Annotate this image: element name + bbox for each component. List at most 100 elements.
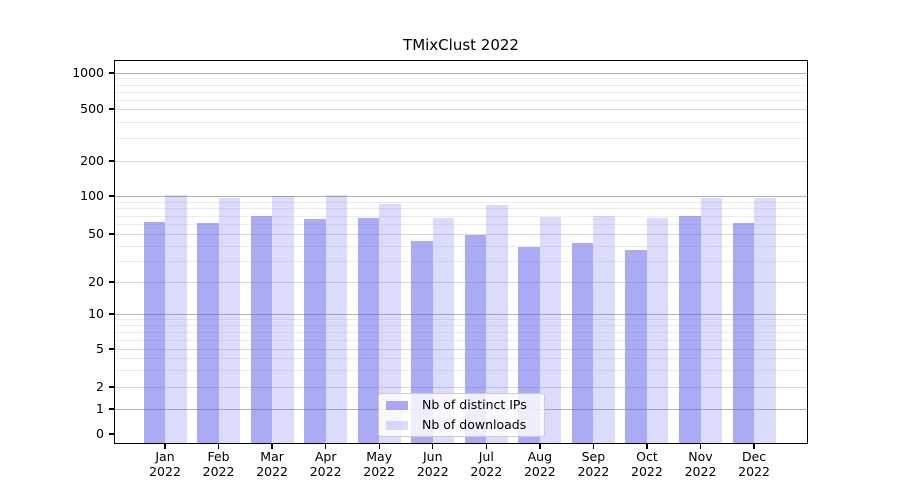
bar-downloads-feb-2022 xyxy=(218,197,241,444)
x-axis-tick-label: Nov 2022 xyxy=(669,449,733,479)
x-tick-year: 2022 xyxy=(738,464,770,479)
gridline-minor xyxy=(114,224,808,225)
bar-distinct-ips-mar-2022 xyxy=(250,216,273,444)
y-tick-mark xyxy=(109,386,114,388)
x-tick-year: 2022 xyxy=(416,464,449,479)
x-tick-year: 2022 xyxy=(470,464,503,479)
x-axis-tick-label: Oct 2022 xyxy=(615,449,679,479)
bar-distinct-ips-may-2022 xyxy=(357,217,380,444)
x-tick-month: Jun xyxy=(422,449,443,464)
y-axis-tick-label: 200 xyxy=(80,153,104,168)
legend-label-downloads: Nb of downloads xyxy=(422,417,527,432)
y-axis-tick-label: 500 xyxy=(80,101,104,116)
x-tick-mark xyxy=(592,444,595,449)
bar-downloads-dec-2022 xyxy=(754,198,776,444)
bar-downloads-jan-2022 xyxy=(165,194,187,444)
bar-distinct-ips-apr-2022 xyxy=(304,218,326,444)
chart-title: TMixClust 2022 xyxy=(403,36,519,54)
x-tick-mark xyxy=(432,444,434,449)
bar-downloads-apr-2022 xyxy=(325,195,348,444)
y-axis-tick-label: 50 xyxy=(88,226,104,241)
y-tick-mark xyxy=(109,348,114,350)
y-tick-mark xyxy=(109,233,114,235)
bar-downloads-jun-2022 xyxy=(432,217,455,444)
bar-downloads-jul-2022 xyxy=(486,204,508,444)
x-tick-mark xyxy=(271,444,273,449)
gridline-decade xyxy=(114,196,808,197)
x-axis-tick-label: May 2022 xyxy=(347,449,411,479)
y-tick-mark xyxy=(109,72,114,74)
x-tick-month: Sep xyxy=(581,449,606,464)
gridline-minor xyxy=(114,370,808,372)
x-axis-tick-label: Feb 2022 xyxy=(187,449,251,479)
x-tick-year: 2022 xyxy=(256,464,288,479)
gridline-minor xyxy=(114,201,808,203)
gridline-sub xyxy=(114,109,808,110)
x-axis-tick-label: Aug 2022 xyxy=(508,449,572,479)
x-tick-mark xyxy=(646,444,648,449)
gridline-minor xyxy=(114,339,808,341)
gridline-minor xyxy=(114,215,808,217)
bar-distinct-ips-jan-2022 xyxy=(143,222,165,444)
bar-downloads-may-2022 xyxy=(379,204,401,444)
x-axis-tick-label: Apr 2022 xyxy=(294,449,358,479)
gridline-sub xyxy=(114,161,808,162)
x-tick-year: 2022 xyxy=(202,464,235,479)
plot-area xyxy=(114,60,808,444)
legend-item-distinct-ips: Nb of distinct IPs xyxy=(386,395,537,415)
gridline-decade xyxy=(114,314,808,315)
x-tick-month: Oct xyxy=(636,449,658,464)
x-tick-mark xyxy=(539,444,541,449)
x-tick-mark xyxy=(164,444,166,449)
x-tick-mark xyxy=(753,444,755,449)
x-tick-mark xyxy=(699,444,702,449)
bar-distinct-ips-oct-2022 xyxy=(625,249,647,444)
bar-downloads-mar-2022 xyxy=(272,196,294,444)
bar-distinct-ips-sep-2022 xyxy=(571,243,594,444)
gridline-minor xyxy=(114,325,808,327)
x-tick-month: Apr xyxy=(314,449,337,464)
y-axis-tick-label: 0 xyxy=(96,426,104,441)
bar-downloads-oct-2022 xyxy=(646,217,669,444)
x-tick-month: Jul xyxy=(478,449,494,464)
x-tick-month: Mar xyxy=(260,449,284,464)
bar-distinct-ips-nov-2022 xyxy=(679,215,701,444)
x-axis-tick-label: Sep 2022 xyxy=(561,449,625,479)
y-axis-tick-label: 2 xyxy=(96,379,104,394)
x-tick-year: 2022 xyxy=(363,464,396,479)
gridline-minor xyxy=(114,84,808,86)
gridline-sub xyxy=(114,234,808,235)
x-axis-tick-label: Jul 2022 xyxy=(454,449,518,479)
legend-swatch-distinct-ips xyxy=(386,400,408,410)
x-axis-tick-label: Dec 2022 xyxy=(722,449,786,479)
bar-downloads-sep-2022 xyxy=(593,215,615,444)
x-tick-mark xyxy=(378,444,380,449)
x-tick-mark xyxy=(485,444,487,449)
y-axis-tick-label: 5 xyxy=(96,341,104,356)
bar-downloads-nov-2022 xyxy=(700,198,722,444)
x-tick-month: May xyxy=(366,449,393,464)
x-tick-year: 2022 xyxy=(149,464,181,479)
y-tick-mark xyxy=(109,408,114,410)
x-axis-tick-label: Jun 2022 xyxy=(401,449,465,479)
y-tick-mark xyxy=(109,160,114,162)
bar-distinct-ips-dec-2022 xyxy=(732,223,755,444)
x-tick-month: Jan xyxy=(155,449,175,464)
y-tick-mark xyxy=(109,433,114,435)
legend-item-downloads: Nb of downloads xyxy=(386,415,537,435)
gridline-decade xyxy=(114,73,808,74)
legend-label-distinct-ips: Nb of distinct IPs xyxy=(422,397,527,412)
gridline-minor xyxy=(114,260,808,262)
x-tick-year: 2022 xyxy=(577,464,610,479)
x-tick-year: 2022 xyxy=(309,464,342,479)
x-tick-month: Dec xyxy=(741,449,767,464)
x-tick-mark xyxy=(324,444,327,449)
y-tick-mark xyxy=(109,108,114,110)
y-axis-tick-label: 1000 xyxy=(72,65,104,80)
legend-swatch-downloads xyxy=(386,420,408,430)
x-tick-month: Nov xyxy=(688,449,713,464)
y-axis-tick-label: 10 xyxy=(88,306,104,321)
gridline-minor xyxy=(114,245,808,247)
y-tick-mark xyxy=(109,281,114,283)
bar-downloads-aug-2022 xyxy=(539,217,562,444)
